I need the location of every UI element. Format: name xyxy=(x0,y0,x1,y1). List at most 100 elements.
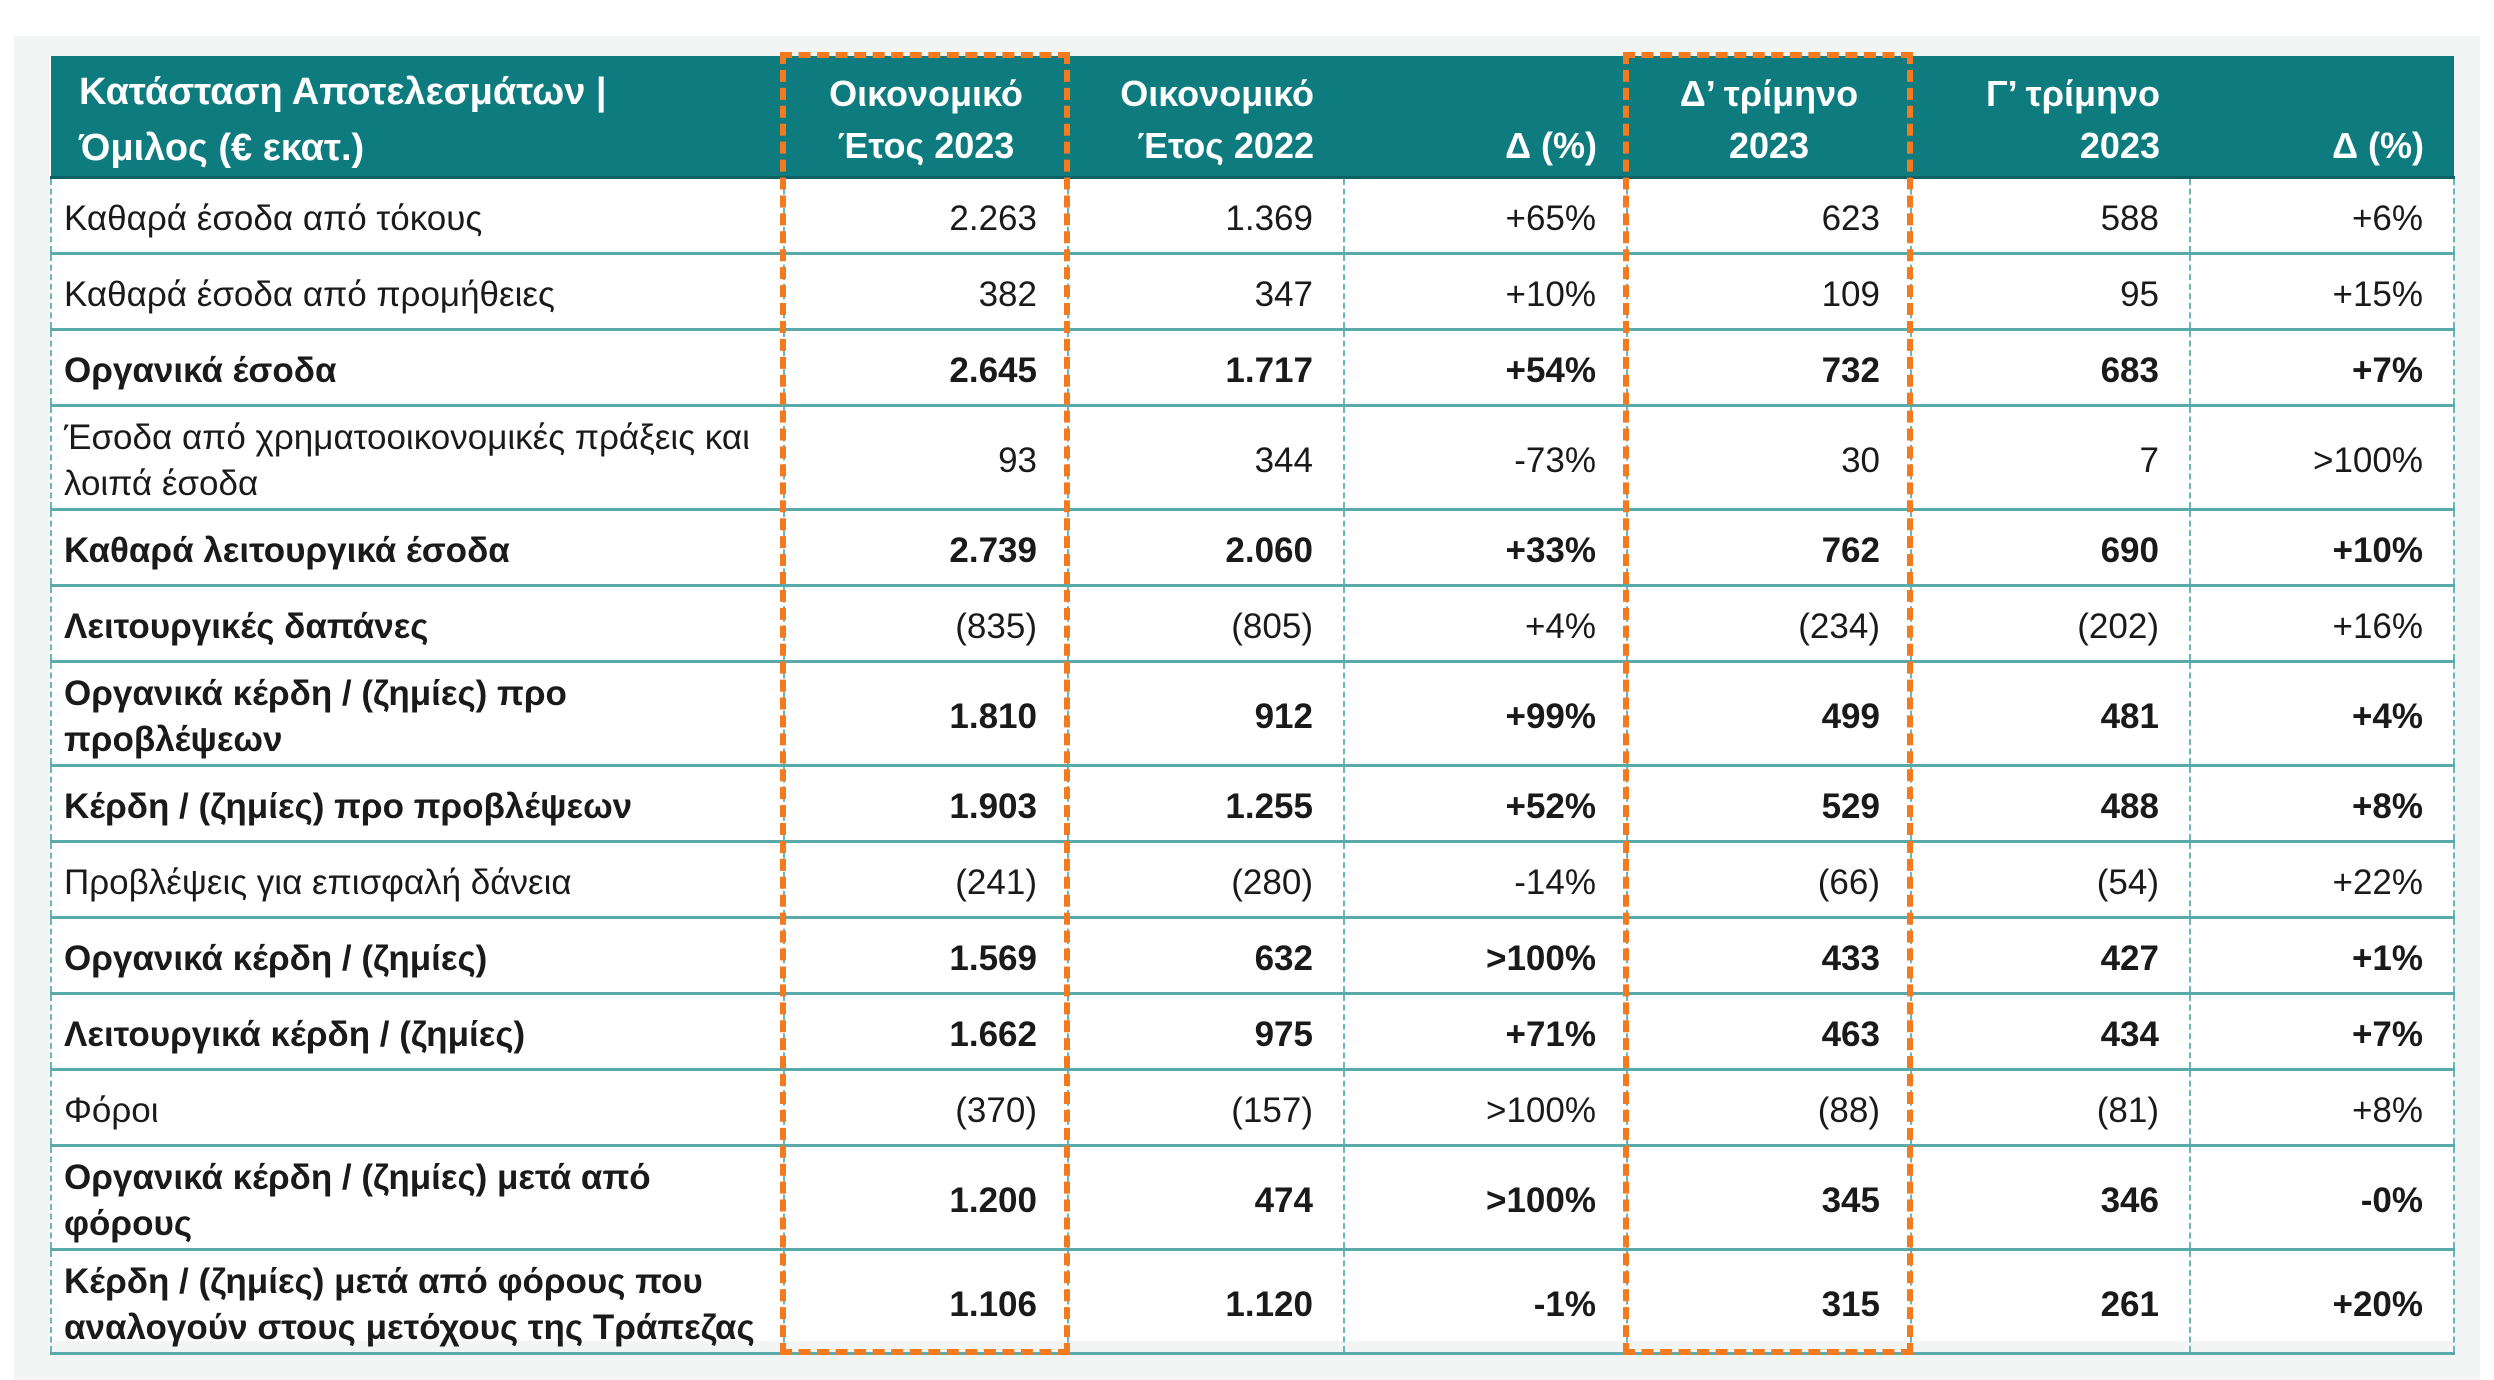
cell-delta-q: -0% xyxy=(2189,1145,2455,1251)
cell-delta-q: +8% xyxy=(2189,1069,2455,1147)
cell-delta-q: +6% xyxy=(2189,177,2455,255)
cell-fy-2022: 474 xyxy=(1067,1145,1345,1251)
row-label: Έσοδα από χρηματοοικονομικές πράξεις και… xyxy=(50,405,785,511)
cell-delta-q: +7% xyxy=(2189,329,2455,407)
header-line: Κατάσταση Αποτελεσμάτων | xyxy=(79,71,607,113)
table-row: Καθαρά έσοδα από τόκους 2.263 1.369 +65% 623… xyxy=(50,177,2455,255)
cell-q3-2023: (54) xyxy=(1910,841,2191,919)
cell-delta-fy: >100% xyxy=(1343,1145,1628,1251)
cell-fy-2023: 382 xyxy=(783,253,1069,331)
header-line: 2023 xyxy=(2079,125,2160,166)
cell-q3-2023: 346 xyxy=(1910,1145,2191,1251)
cell-delta-q: >100% xyxy=(2189,405,2455,511)
table-row: Λειτουργικές δαπάνες (835) (805) +4% (234) (2… xyxy=(50,585,2455,663)
header-line: Έτος 2023 xyxy=(837,125,1015,166)
row-label: Προβλέψεις για επισφαλή δάνεια xyxy=(50,841,785,919)
row-label: Καθαρά λειτουργικά έσοδα xyxy=(50,509,785,587)
cell-delta-q: +8% xyxy=(2189,765,2455,843)
header-line: Έτος 2022 xyxy=(1137,125,1314,166)
table-row: Καθαρά έσοδα από προμήθειες 382 347 +10% 109… xyxy=(50,253,2455,331)
cell-fy-2023: (241) xyxy=(783,841,1069,919)
cell-q3-2023: 690 xyxy=(1910,509,2191,587)
table-row: Οργανικά κέρδη / (ζημίες) μετά από φόρου… xyxy=(50,1145,2455,1251)
cell-delta-fy: +99% xyxy=(1343,661,1628,767)
cell-q3-2023: 588 xyxy=(1910,177,2191,255)
cell-delta-q: +16% xyxy=(2189,585,2455,663)
cell-delta-fy: >100% xyxy=(1343,1069,1628,1147)
cell-fy-2022: 975 xyxy=(1067,993,1345,1071)
header-fy-2022: Οικονομικό Έτος 2022 xyxy=(1068,56,1344,179)
header-line: 2023 xyxy=(1728,125,1810,166)
cell-delta-fy: +54% xyxy=(1343,329,1628,407)
table-body: Καθαρά έσοδα από τόκους 2.263 1.369 +65% 623… xyxy=(50,177,2455,1355)
cell-fy-2023: 1.200 xyxy=(783,1145,1069,1251)
table-row: Οργανικά κέρδη / (ζημίες) προ προβλέψεων… xyxy=(50,661,2455,767)
header-fy-2023: Οικονομικό Έτος 2023 xyxy=(784,56,1068,179)
cell-delta-fy: +10% xyxy=(1343,253,1628,331)
cell-fy-2022: 912 xyxy=(1067,661,1345,767)
table-row: Καθαρά λειτουργικά έσοδα 2.739 2.060 +33% 76… xyxy=(50,509,2455,587)
cell-delta-q: +10% xyxy=(2189,509,2455,587)
cell-q4-2023: 762 xyxy=(1626,509,1912,587)
cell-q4-2023: 315 xyxy=(1626,1249,1912,1355)
cell-q4-2023: 433 xyxy=(1626,917,1912,995)
cell-delta-q: +7% xyxy=(2189,993,2455,1071)
header-line: Δ (%) xyxy=(2332,125,2424,166)
row-label: Κέρδη / (ζημίες) προ προβλέψεων xyxy=(50,765,785,843)
cell-fy-2023: 1.569 xyxy=(783,917,1069,995)
cell-delta-fy: +52% xyxy=(1343,765,1628,843)
cell-delta-fy: >100% xyxy=(1343,917,1628,995)
cell-fy-2022: 1.369 xyxy=(1067,177,1345,255)
cell-q3-2023: (202) xyxy=(1910,585,2191,663)
header-line: Οικονομικό xyxy=(829,73,1023,114)
cell-fy-2022: 1.255 xyxy=(1067,765,1345,843)
header-delta-fy: Δ (%) xyxy=(1344,56,1627,179)
cell-q4-2023: 623 xyxy=(1626,177,1912,255)
cell-delta-fy: -73% xyxy=(1343,405,1628,511)
cell-q3-2023: (81) xyxy=(1910,1069,2191,1147)
income-statement-table-container: Κατάσταση Αποτελεσμάτων | Όμιλος (€ εκατ.… xyxy=(50,56,2455,1355)
cell-delta-fy: +65% xyxy=(1343,177,1628,255)
cell-fy-2023: 1.662 xyxy=(783,993,1069,1071)
table-row: Κέρδη / (ζημίες) μετά από φόρους που ανα… xyxy=(50,1249,2455,1355)
cell-fy-2022: 632 xyxy=(1067,917,1345,995)
cell-fy-2022: 1.717 xyxy=(1067,329,1345,407)
cell-q3-2023: 683 xyxy=(1910,329,2191,407)
row-label: Οργανικά κέρδη / (ζημίες) xyxy=(50,917,785,995)
header-line: Οικονομικό xyxy=(1120,73,1314,114)
cell-fy-2023: 93 xyxy=(783,405,1069,511)
cell-fy-2023: 2.645 xyxy=(783,329,1069,407)
cell-fy-2023: (835) xyxy=(783,585,1069,663)
cell-fy-2022: 2.060 xyxy=(1067,509,1345,587)
cell-fy-2022: 1.120 xyxy=(1067,1249,1345,1355)
row-label: Λειτουργικά κέρδη / (ζημίες) xyxy=(50,993,785,1071)
row-label: Οργανικά έσοδα xyxy=(50,329,785,407)
row-label: Οργανικά κέρδη / (ζημίες) μετά από φόρου… xyxy=(50,1145,785,1251)
income-statement-table: Κατάσταση Αποτελεσμάτων | Όμιλος (€ εκατ.… xyxy=(50,56,2455,1355)
header-line: Γ’ τρίμηνο xyxy=(1985,73,2160,114)
cell-q4-2023: 463 xyxy=(1626,993,1912,1071)
cell-q4-2023: 109 xyxy=(1626,253,1912,331)
table-row: Έσοδα από χρηματοοικονομικές πράξεις και… xyxy=(50,405,2455,511)
cell-q3-2023: 434 xyxy=(1910,993,2191,1071)
row-label: Φόροι xyxy=(50,1069,785,1147)
cell-q3-2023: 481 xyxy=(1910,661,2191,767)
cell-q4-2023: 30 xyxy=(1626,405,1912,511)
cell-delta-q: +22% xyxy=(2189,841,2455,919)
cell-q4-2023: 499 xyxy=(1626,661,1912,767)
cell-fy-2023: 2.739 xyxy=(783,509,1069,587)
cell-q3-2023: 488 xyxy=(1910,765,2191,843)
header-q4-2023: Δ’ τρίμηνο 2023 xyxy=(1627,56,1911,179)
table-row: Φόροι (370) (157) >100% (88) (81) +8% xyxy=(50,1069,2455,1147)
cell-q3-2023: 261 xyxy=(1910,1249,2191,1355)
cell-q4-2023: 732 xyxy=(1626,329,1912,407)
table-row: Οργανικά έσοδα 2.645 1.717 +54% 732 683 +7% xyxy=(50,329,2455,407)
cell-delta-q: +4% xyxy=(2189,661,2455,767)
cell-fy-2023: 1.106 xyxy=(783,1249,1069,1355)
cell-fy-2022: (157) xyxy=(1067,1069,1345,1147)
table-row: Λειτουργικά κέρδη / (ζημίες) 1.662 975 +71%… xyxy=(50,993,2455,1071)
cell-delta-fy: +33% xyxy=(1343,509,1628,587)
cell-fy-2023: 1.810 xyxy=(783,661,1069,767)
cell-delta-fy: +4% xyxy=(1343,585,1628,663)
cell-delta-q: +15% xyxy=(2189,253,2455,331)
